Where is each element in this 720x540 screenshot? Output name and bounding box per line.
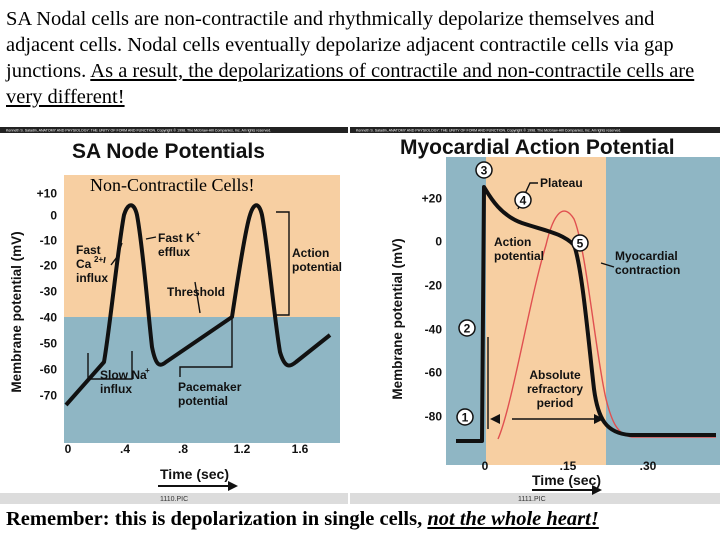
phase-marker: 5 — [577, 237, 584, 251]
sa-node-trace — [64, 203, 332, 407]
left-y-ticks: +10 0 -10 -20 -30 -40 -50 -60 -70 — [37, 187, 58, 403]
plateau-label: Plateau — [540, 176, 583, 190]
right-action-label-2: potential — [494, 249, 544, 263]
intro-underlined: As a result, the depolarizations of cont… — [6, 60, 695, 108]
right-time-arrowhead — [592, 485, 602, 495]
footer-plain: Remember: this is depolarization in sing… — [6, 508, 428, 530]
refractory-label-1: Absolute — [529, 368, 581, 382]
phase-marker: 4 — [520, 194, 527, 208]
phase-marker: 1 — [462, 411, 469, 425]
myocardial-figure: Kenneth S. Saladin, ANATOMY AND PHYSIOLO… — [350, 127, 720, 504]
action-potential-label-1: Action — [292, 246, 329, 260]
left-credit: Kenneth S. Saladin, ANATOMY AND PHYSIOLO… — [6, 129, 271, 133]
left-title: SA Node Potentials — [72, 140, 265, 163]
phase-marker: 3 — [481, 164, 488, 178]
right-figure-id: 1111.PIC — [518, 496, 546, 503]
left-y-tick: -50 — [40, 337, 58, 351]
myocardial-contraction-label-1: Myocardial — [615, 249, 678, 263]
left-y-tick: -70 — [40, 389, 58, 403]
right-y-ticks: +20 0 -20 -40 -60 -80 — [422, 192, 443, 424]
right-x-tick: .30 — [640, 459, 657, 473]
right-x-tick: 0 — [482, 459, 489, 473]
left-y-tick: +10 — [37, 187, 58, 201]
contraction-trace — [497, 210, 716, 440]
refractory-label-3: period — [537, 396, 574, 410]
left-x-tick: 1.2 — [234, 442, 251, 456]
left-x-tick: .8 — [178, 442, 188, 456]
right-y-tick: -20 — [425, 279, 443, 293]
left-y-tick: 0 — [50, 209, 57, 223]
slow-na-superscript: + — [145, 366, 150, 375]
right-y-tick: -80 — [425, 410, 443, 424]
left-time-arrowhead — [228, 481, 238, 491]
myocardial-contraction-label-2: contraction — [615, 263, 680, 277]
threshold-label: Threshold — [167, 285, 225, 299]
phase-markers: 1 2 3 4 5 — [456, 161, 589, 426]
fast-ca-superscript: 2+ — [94, 255, 103, 264]
left-y-tick: -60 — [40, 363, 58, 377]
pacemaker-label-1: Pacemaker — [178, 380, 242, 394]
action-potential-label-2: potential — [292, 260, 342, 274]
left-x-tick: 0 — [65, 442, 72, 456]
left-y-tick: -40 — [40, 311, 58, 325]
fast-k-label-2: efflux — [158, 245, 190, 259]
fast-ca-label-3: influx — [76, 271, 108, 285]
pacemaker-label-2: potential — [178, 394, 228, 408]
left-figure-id: 1110.PIC — [160, 496, 188, 503]
right-x-axis-label: Time (sec) — [532, 472, 601, 488]
left-y-tick: -10 — [40, 234, 58, 248]
myocardial-trace — [456, 185, 716, 443]
right-y-axis-label: Membrane potential (mV) — [390, 238, 405, 399]
right-x-ticks: 0 .15 .30 — [482, 459, 657, 473]
phase-marker: 2 — [464, 322, 471, 336]
non-contractile-label: Non-Contractile Cells! — [90, 175, 254, 195]
fast-k-label-1: Fast K — [158, 231, 195, 245]
fast-k-superscript: + — [196, 229, 201, 238]
right-y-tick: 0 — [435, 235, 442, 249]
right-title: Myocardial Action Potential — [400, 136, 675, 159]
right-credit: Kenneth S. Saladin, ANATOMY AND PHYSIOLO… — [356, 129, 621, 133]
intro-text: SA Nodal cells are non-contractile and r… — [6, 6, 718, 110]
right-x-tick: .15 — [560, 459, 577, 473]
left-y-axis-label: Membrane potential (mV) — [9, 231, 24, 392]
refractory-label-2: refractory — [527, 382, 583, 396]
right-y-tick: +20 — [422, 192, 443, 206]
left-x-tick: 1.6 — [292, 442, 309, 456]
slow-na-label-1: Slow Na — [100, 368, 147, 382]
right-action-label-1: Action — [494, 235, 531, 249]
right-y-tick: -40 — [425, 323, 443, 337]
left-x-ticks: 0 .4 .8 1.2 1.6 — [65, 442, 309, 456]
left-x-tick: .4 — [120, 442, 130, 456]
left-y-tick: -20 — [40, 259, 58, 273]
left-y-tick: -30 — [40, 285, 58, 299]
footer-text: Remember: this is depolarization in sing… — [6, 508, 599, 531]
right-y-tick: -60 — [425, 366, 443, 380]
left-x-axis-label: Time (sec) — [160, 466, 229, 482]
sa-node-figure: Kenneth S. Saladin, ANATOMY AND PHYSIOLO… — [0, 127, 348, 504]
fast-ca-label-1: Fast — [76, 243, 101, 257]
fast-ca-label-2: Ca — [76, 257, 92, 271]
depolarized-zone — [64, 175, 340, 317]
intro-plain: SA Nodal cells are non-contractile and r… — [6, 8, 674, 82]
footer-emphasis: not the whole heart! — [427, 508, 599, 530]
slow-na-label-2: influx — [100, 382, 132, 396]
